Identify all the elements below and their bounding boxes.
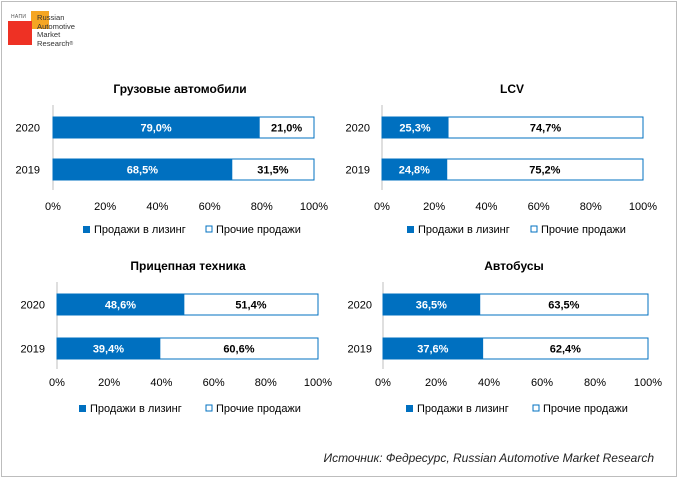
- logo-abbr: НАПИ: [11, 14, 27, 20]
- legend-label: Продажи в лизинг: [418, 224, 510, 236]
- bar-other: [231, 158, 315, 181]
- chart-title: Прицепная техника: [130, 259, 246, 273]
- data-label: 31,5%: [257, 165, 288, 177]
- x-tick-label: 100%: [304, 377, 332, 389]
- legend-swatch-other: [205, 404, 213, 412]
- chart-title: LCV: [500, 82, 524, 96]
- data-label: 36,5%: [416, 300, 447, 312]
- x-tick-label: 40%: [475, 201, 497, 213]
- data-label: 68,5%: [127, 165, 158, 177]
- category-label: 2019: [16, 165, 40, 177]
- legend-label: Продажи в лизинг: [90, 403, 182, 415]
- bar-other: [482, 337, 649, 360]
- x-tick-label: 20%: [94, 201, 116, 213]
- data-label: 60,6%: [223, 344, 254, 356]
- data-label: 79,0%: [140, 123, 171, 135]
- x-tick-label: 100%: [634, 377, 662, 389]
- x-tick-label: 40%: [150, 377, 172, 389]
- data-label: 25,3%: [399, 123, 430, 135]
- x-tick-label: 20%: [423, 201, 445, 213]
- legend-swatch-other: [205, 225, 213, 233]
- data-label: 48,6%: [105, 300, 136, 312]
- legend-swatch-leasing: [406, 405, 413, 412]
- data-label: 24,8%: [399, 165, 430, 177]
- logo-line: Market: [37, 30, 61, 40]
- data-label: 62,4%: [550, 344, 581, 356]
- x-tick-label: 60%: [203, 377, 225, 389]
- data-label: 51,4%: [235, 300, 266, 312]
- logo-line: Research®: [37, 38, 74, 48]
- legend-swatch-other: [532, 404, 540, 412]
- legend-label: Прочие продажи: [543, 403, 628, 415]
- x-tick-label: 40%: [478, 377, 500, 389]
- data-label: 21,0%: [271, 123, 302, 135]
- chart-title: Грузовые автомобили: [113, 82, 246, 96]
- category-label: 2019: [348, 344, 372, 356]
- x-tick-label: 20%: [98, 377, 120, 389]
- data-label: 39,4%: [93, 344, 124, 356]
- source-note: Источник: Федресурс, Russian Automotive …: [323, 451, 654, 465]
- x-tick-label: 60%: [531, 377, 553, 389]
- legend-label: Прочие продажи: [541, 224, 626, 236]
- x-tick-label: 80%: [580, 201, 602, 213]
- bar-other: [159, 337, 319, 360]
- data-label: 63,5%: [548, 300, 579, 312]
- bar-other: [258, 116, 315, 139]
- x-tick-label: 0%: [49, 377, 65, 389]
- data-label: 74,7%: [530, 123, 561, 135]
- legend-label: Прочие продажи: [216, 403, 301, 415]
- x-tick-label: 0%: [374, 201, 390, 213]
- bar-other: [447, 116, 644, 139]
- bar-other: [183, 293, 319, 316]
- legend-label: Продажи в лизинг: [417, 403, 509, 415]
- logo-orange-square: [31, 11, 49, 29]
- category-label: 2019: [21, 344, 45, 356]
- logo-line: Russian: [37, 13, 65, 22]
- category-label: 2020: [21, 300, 45, 312]
- x-tick-label: 80%: [255, 377, 277, 389]
- legend-swatch-leasing: [83, 226, 90, 233]
- x-tick-label: 80%: [251, 201, 273, 213]
- x-tick-label: 0%: [45, 201, 61, 213]
- logo: НАПИ Russian Automotive Market Research®: [8, 8, 108, 68]
- logo-text: Russian Automotive Market Research®: [37, 13, 75, 48]
- x-tick-label: 20%: [425, 377, 447, 389]
- legend-swatch-leasing: [79, 405, 86, 412]
- bar-other: [479, 293, 649, 316]
- bar-other: [446, 158, 644, 181]
- category-label: 2020: [16, 123, 40, 135]
- logo-red-square: [8, 21, 32, 45]
- legend-label: Продажи в лизинг: [94, 224, 186, 236]
- x-tick-label: 0%: [375, 377, 391, 389]
- category-label: 2020: [348, 300, 372, 312]
- logo-line: Automotive: [37, 21, 75, 31]
- chart-title: Автобусы: [484, 259, 543, 273]
- x-tick-label: 100%: [300, 201, 328, 213]
- legend-swatch-other: [530, 225, 538, 233]
- x-tick-label: 60%: [528, 201, 550, 213]
- data-label: 75,2%: [529, 165, 560, 177]
- legend-label: Прочие продажи: [216, 224, 301, 236]
- data-label: 37,6%: [417, 344, 448, 356]
- legend-swatch-leasing: [407, 226, 414, 233]
- x-tick-label: 80%: [584, 377, 606, 389]
- category-label: 2020: [346, 123, 370, 135]
- x-tick-label: 40%: [146, 201, 168, 213]
- x-tick-label: 100%: [629, 201, 657, 213]
- category-label: 2019: [346, 165, 370, 177]
- x-tick-label: 60%: [199, 201, 221, 213]
